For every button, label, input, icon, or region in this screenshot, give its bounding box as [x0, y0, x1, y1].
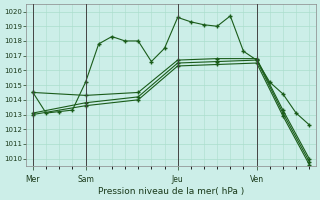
X-axis label: Pression niveau de la mer( hPa ): Pression niveau de la mer( hPa ): [98, 187, 244, 196]
